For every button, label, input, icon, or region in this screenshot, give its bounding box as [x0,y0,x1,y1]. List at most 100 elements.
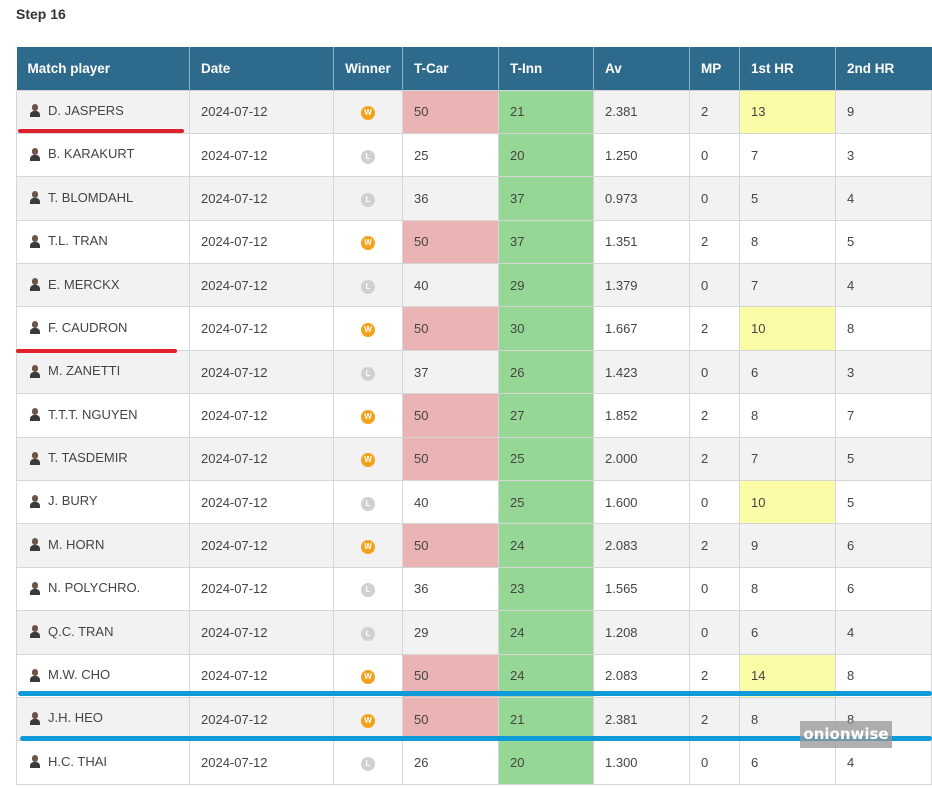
winner-badge-icon: W [361,323,375,338]
date-cell: 2024-07-12 [189,566,334,612]
first-hr-cell: 14 [739,653,836,698]
player[interactable]: Q.C. TRAN [28,624,114,639]
mp-cell: 2 [689,393,740,438]
table-row: M. ZANETTI 2024-07-12 L 37 26 1.423 0 6 3 [16,349,932,395]
column-header-match-player[interactable]: Match player [16,47,190,90]
mp-cell: 0 [689,610,740,655]
second-hr-cell: 4 [835,740,932,785]
player[interactable]: E. MERCKX [28,277,120,292]
player[interactable]: H.C. THAI [28,754,107,769]
player[interactable]: T. BLOMDAHL [28,190,133,205]
player-avatar-icon [28,103,42,118]
mp-cell: 2 [689,523,740,568]
av-cell: 1.300 [593,740,690,785]
mp-cell: 2 [689,219,740,265]
column-header-winner[interactable]: Winner [333,47,403,90]
table-row: M. HORN 2024-07-12 W 50 24 2.083 2 9 6 [16,523,932,568]
second-hr-cell: 4 [835,263,932,308]
winner-cell: L [333,610,403,655]
player-cell: T.T.T. NGUYEN [16,393,190,438]
player[interactable]: M. ZANETTI [28,363,120,378]
winner-cell: L [333,480,403,525]
first-hr-cell: 6 [739,349,836,395]
column-header-mp[interactable]: MP [689,47,740,90]
player-name[interactable]: T. TASDEMIR [48,450,128,466]
player-avatar-icon [28,190,42,205]
second-hr-cell: 4 [835,176,932,221]
column-header-date[interactable]: Date [189,47,334,90]
player[interactable]: J.H. HEO [28,710,103,725]
blue-line-bottom [20,736,932,741]
player-cell: J.H. HEO [16,696,190,742]
t-inn-cell: 26 [498,349,594,395]
player-name[interactable]: H.C. THAI [48,753,107,769]
table-row: E. MERCKX 2024-07-12 L 40 29 1.379 0 7 4 [16,263,932,308]
player-cell: T.L. TRAN [16,219,190,265]
second-hr-cell: 8 [835,653,932,698]
player-cell: M.W. CHO [16,653,190,698]
player-name[interactable]: M.W. CHO [48,667,111,683]
t-car-cell: 50 [402,219,499,265]
player-avatar-icon [28,624,42,639]
player-name[interactable]: D. JASPERS [48,102,124,118]
player[interactable]: N. POLYCHRO. [28,580,140,595]
player-name[interactable]: E. MERCKX [48,276,120,292]
player-name[interactable]: Q.C. TRAN [48,623,114,639]
player-name[interactable]: N. POLYCHRO. [48,580,141,596]
loser-badge-icon: L [361,496,375,511]
t-car-cell: 36 [402,176,499,221]
player[interactable]: T.L. TRAN [28,233,108,248]
player-name[interactable]: F. CAUDRON [48,319,128,335]
player[interactable]: T.T.T. NGUYEN [28,407,138,422]
t-inn-cell: 27 [498,393,594,438]
second-hr-cell: 6 [835,523,932,568]
player-name[interactable]: T.T.T. NGUYEN [48,406,138,422]
player-name[interactable]: J. BURY [48,493,98,509]
player-cell: E. MERCKX [16,263,190,308]
av-cell: 2.083 [593,523,690,568]
table-row: T.L. TRAN 2024-07-12 W 50 37 1.351 2 8 5 [16,219,932,265]
table-row: J.H. HEO 2024-07-12 W 50 21 2.381 2 8 8 [16,696,932,742]
player-name[interactable]: B. KARAKURT [48,146,135,162]
t-inn-cell: 23 [498,566,594,612]
player[interactable]: B. KARAKURT [28,146,134,161]
player[interactable]: T. TASDEMIR [28,450,128,465]
winner-cell: L [333,566,403,612]
av-cell: 1.379 [593,263,690,308]
player[interactable]: M.W. CHO [28,667,110,682]
t-car-cell: 50 [402,436,499,482]
table-row: T.T.T. NGUYEN 2024-07-12 W 50 27 1.852 2 8 7 [16,393,932,438]
second-hr-cell: 5 [835,436,932,482]
player-name[interactable]: M. HORN [48,536,105,552]
first-hr-cell: 5 [739,176,836,221]
player-name[interactable]: T.L. TRAN [48,233,108,249]
player-name[interactable]: J.H. HEO [48,710,103,726]
column-header-2nd-hr[interactable]: 2nd HR [835,47,932,90]
column-header-t-inn[interactable]: T-Inn [498,47,594,90]
player[interactable]: D. JASPERS [28,103,124,118]
av-cell: 1.565 [593,566,690,612]
player[interactable]: M. HORN [28,537,104,552]
loser-badge-icon: L [361,583,375,598]
winner-cell: L [333,349,403,395]
player-name[interactable]: T. BLOMDAHL [48,189,134,205]
mp-cell: 2 [689,696,740,742]
second-hr-cell: 5 [835,219,932,265]
table-row: D. JASPERS 2024-07-12 W 50 21 2.381 2 13 9 [16,89,932,134]
mp-cell: 0 [689,566,740,612]
first-hr-cell: 13 [739,89,836,134]
player-avatar-icon [28,537,42,552]
winner-badge-icon: W [361,453,375,468]
player-avatar-icon [28,147,42,161]
player-avatar-icon [28,320,42,335]
loser-badge-icon: L [361,626,375,641]
player[interactable]: J. BURY [28,493,98,508]
date-cell: 2024-07-12 [189,349,334,395]
column-header-1st-hr[interactable]: 1st HR [739,47,836,90]
column-header-t-car[interactable]: T-Car [402,47,499,90]
column-header-av[interactable]: Av [593,47,690,90]
player[interactable]: F. CAUDRON [28,320,127,335]
player-name[interactable]: M. ZANETTI [48,363,121,379]
winner-cell: L [333,263,403,308]
winner-badge-icon: W [361,713,375,728]
